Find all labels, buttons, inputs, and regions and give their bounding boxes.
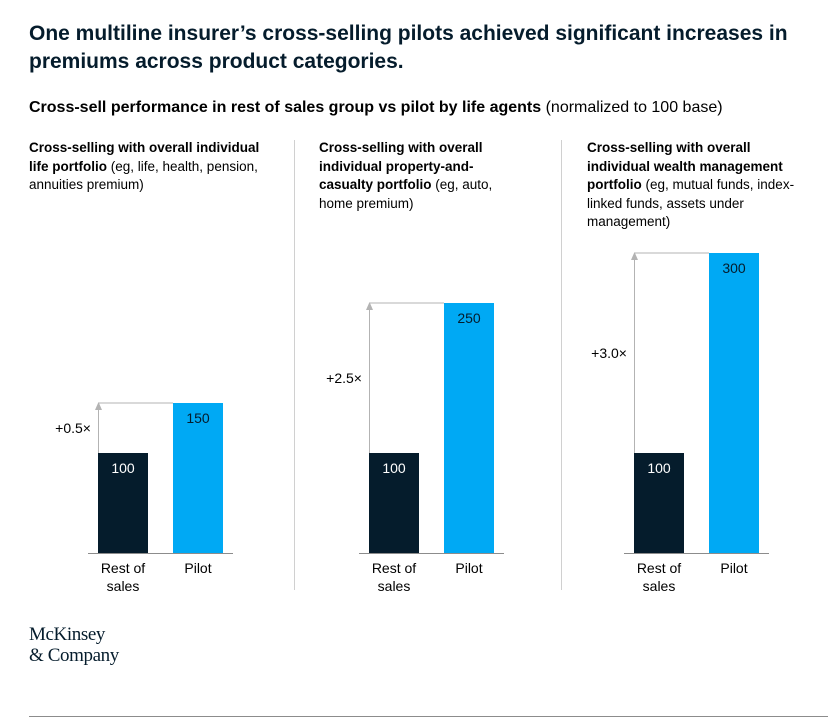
mckinsey-logo: McKinsey & Company: [29, 624, 119, 666]
chart-2-bar-pilot: [444, 303, 494, 553]
panel-2-heading: Cross-selling with overall individual pr…: [319, 139, 519, 213]
panel-2-heading-bold: Cross-selling with overall individual pr…: [319, 140, 483, 192]
logo-line-1: McKinsey: [29, 624, 105, 645]
bottom-rule: [29, 716, 828, 717]
chart-3-category-rest: Rest of sales: [637, 560, 681, 594]
chart-3-bar-pilot: [709, 253, 759, 553]
chart-2-annotation: +2.5×: [326, 370, 362, 386]
chart-3-annotation: +3.0×: [591, 345, 627, 361]
panel-3-heading: Cross-selling with overall individual we…: [587, 139, 807, 232]
chart-1-category-pilot: Pilot: [184, 560, 211, 576]
panel-3-heading-normal: (eg, mutual funds, index-linked funds, a…: [587, 177, 795, 229]
logo-line-2: & Company: [29, 645, 119, 666]
chart-1-label-rest: 100: [111, 460, 135, 476]
panel-2-heading-normal: (eg, auto, home premium): [319, 177, 493, 211]
chart-2-label-pilot: 250: [457, 310, 481, 326]
chart-1-annotation: +0.5×: [55, 420, 91, 436]
panel-1-heading: Cross-selling with overall individual li…: [29, 139, 274, 195]
chart-3-bar-rest: [634, 453, 684, 553]
chart-2-label-rest: 100: [382, 460, 406, 476]
panel-3-heading-bold: Cross-selling with overall individual we…: [587, 140, 783, 192]
chart-1-bar-pilot: [173, 403, 223, 553]
chart-1-bar-rest: [98, 453, 148, 553]
chart-2-category-rest: Rest of sales: [372, 560, 416, 594]
chart-2-arrow-head: [366, 302, 373, 310]
chart-2-bar-rest: [369, 453, 419, 553]
panel-divider-1: [294, 140, 295, 590]
chart-1-category-rest: Rest of sales: [101, 560, 145, 594]
chart-subtitle: Cross-sell performance in rest of sales …: [29, 98, 819, 118]
chart-1-label-pilot: 150: [186, 410, 210, 426]
panel-1-heading-normal: (eg, life, health, pension, annuities pr…: [29, 158, 258, 193]
chart-title: One multiline insurer’s cross-selling pi…: [29, 22, 788, 73]
chart-3-label-pilot: 300: [722, 260, 746, 276]
subtitle-bold: Cross-sell performance in rest of sales …: [29, 99, 542, 116]
panel-divider-2: [561, 140, 562, 590]
chart-3-label-rest: 100: [647, 460, 671, 476]
chart-1-arrow-head: [95, 402, 102, 410]
subtitle-normal: (normalized to 100 base): [541, 99, 723, 116]
chart-3-arrow-head: [631, 252, 638, 260]
chart-3-category-pilot: Pilot: [720, 560, 747, 576]
panel-1-heading-bold: Cross-selling with overall individual li…: [29, 140, 260, 174]
chart-2-category-pilot: Pilot: [455, 560, 482, 576]
